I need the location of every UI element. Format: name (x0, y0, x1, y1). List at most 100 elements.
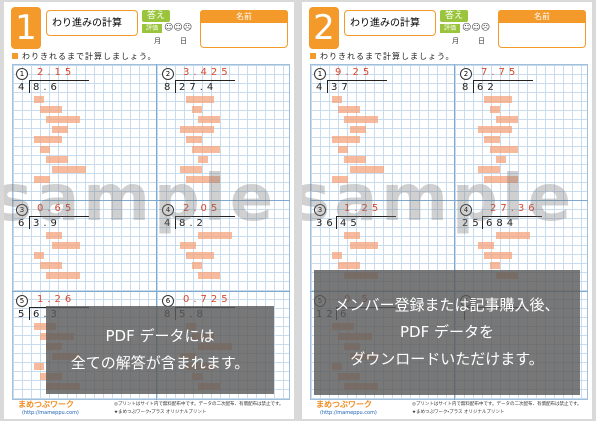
mosaic (332, 136, 360, 143)
mosaic (34, 96, 44, 103)
mosaic (490, 106, 500, 113)
mosaic (192, 262, 202, 269)
mosaic (338, 146, 348, 153)
quotient: 27.36 (490, 203, 539, 214)
mosaic (34, 252, 44, 259)
mosaic (34, 363, 44, 370)
watermark: sample (302, 162, 576, 236)
dividend: 8.6 (33, 82, 61, 93)
problem-number: 6 (162, 295, 174, 307)
mosaic (52, 126, 68, 133)
mosaic (40, 262, 62, 269)
mosaic (490, 262, 500, 269)
dividend: 8.2 (179, 218, 207, 229)
dividend: 27.4 (179, 82, 218, 93)
mosaic (192, 106, 202, 113)
answer-badge: 答え (142, 10, 170, 22)
division-bracket (29, 216, 30, 229)
problem-number: 2 (162, 68, 174, 80)
mosaic (338, 106, 360, 113)
quotient: 2.05 (183, 203, 222, 214)
worksheet-page: 2 わり進みの計算 答え 評価 ☺☺☹ 月日名前 わりきれるまで計算しましょう。 1 9.25 4… (302, 2, 592, 419)
divider (310, 200, 588, 201)
division-bracket (175, 80, 176, 93)
mosaic (350, 242, 378, 249)
answer-badge: 答え (440, 10, 468, 22)
division-bar (336, 216, 396, 217)
mosaic (46, 232, 62, 239)
mosaic (186, 252, 214, 259)
watermark: sample (4, 162, 278, 236)
mosaic (484, 96, 512, 103)
footer-brand: まめつぶワーク (18, 400, 74, 409)
division-bar (29, 80, 89, 81)
divisor: 36 (316, 218, 337, 229)
overlay-text: 全ての解答が含まれます。 (70, 354, 250, 372)
mosaic (198, 156, 208, 163)
division-bar (29, 216, 89, 217)
name-label: 名前 (200, 10, 288, 23)
mosaic (186, 176, 220, 183)
divider (12, 291, 290, 292)
dividend: 45 (340, 218, 361, 229)
pdf-overlay: メンバー登録または記事購入後、 PDF データを ダウンロードいただけます。 (314, 270, 580, 395)
mosaic (490, 146, 518, 153)
rating-label: 評価 (142, 24, 162, 33)
sheet-number: 2 (309, 7, 339, 49)
mosaic (478, 242, 494, 249)
division-bar (175, 216, 235, 217)
problem-number: 3 (16, 204, 28, 216)
overlay-text: PDF データを (400, 323, 494, 341)
division-bracket (336, 216, 337, 229)
dividend: 37 (331, 82, 352, 93)
footer-url: (http://mameppu.com) (320, 410, 377, 416)
mosaic (484, 176, 518, 183)
division-bar (482, 216, 542, 217)
division-bracket (327, 80, 328, 93)
mosaic (344, 156, 366, 163)
mosaic (344, 232, 360, 239)
mosaic (40, 146, 50, 153)
problem-number: 2 (460, 68, 472, 80)
mosaic (186, 96, 214, 103)
divisor: 5 (18, 309, 29, 320)
division-bar (473, 80, 533, 81)
mosaic (52, 242, 80, 249)
divider (454, 64, 455, 400)
mosaic (332, 252, 342, 259)
division-bracket (473, 80, 474, 93)
rating-label: 評価 (440, 24, 460, 33)
mosaic (478, 126, 512, 133)
division-bar (175, 80, 235, 81)
bullet (310, 53, 316, 59)
mosaic (332, 176, 348, 183)
mosaic (198, 232, 232, 239)
footer-note: ◎プリントはサイト内で無料配布中です。データの二次配布、有償配布は禁止です。 (114, 402, 284, 407)
quotient: 3.425 (183, 67, 232, 78)
mosaic (46, 116, 80, 123)
mosaic (46, 156, 68, 163)
quotient: 1.26 (37, 294, 76, 305)
day-label: 日 (180, 37, 187, 45)
problem-number: 4 (460, 204, 472, 216)
divisor: 4 (316, 82, 327, 93)
worksheet-page: 1 わり進みの計算 答え 評価 ☺☺☹ 月日名前 わりきれるまで計算しましょう。 1 2.15 4… (4, 2, 294, 419)
mosaic (344, 116, 378, 123)
quotient: 0.65 (37, 203, 76, 214)
dividend: 684 (486, 218, 518, 229)
overlay-text: ダウンロードいただけます。 (350, 350, 544, 368)
month-label: 月 (452, 37, 459, 45)
instruction: わりきれるまで計算しましょう。 (22, 52, 157, 61)
divider (156, 64, 157, 400)
division-bracket (29, 80, 30, 93)
sheet-title: わり進みの計算 (344, 10, 436, 36)
mosaic (484, 136, 500, 143)
rating-faces: ☺☺☹ (164, 23, 193, 33)
divisor: 8 (462, 82, 473, 93)
divisor: 4 (18, 82, 29, 93)
mosaic (52, 166, 86, 173)
mosaic (350, 166, 384, 173)
mosaic (478, 166, 500, 173)
mosaic (338, 262, 360, 269)
